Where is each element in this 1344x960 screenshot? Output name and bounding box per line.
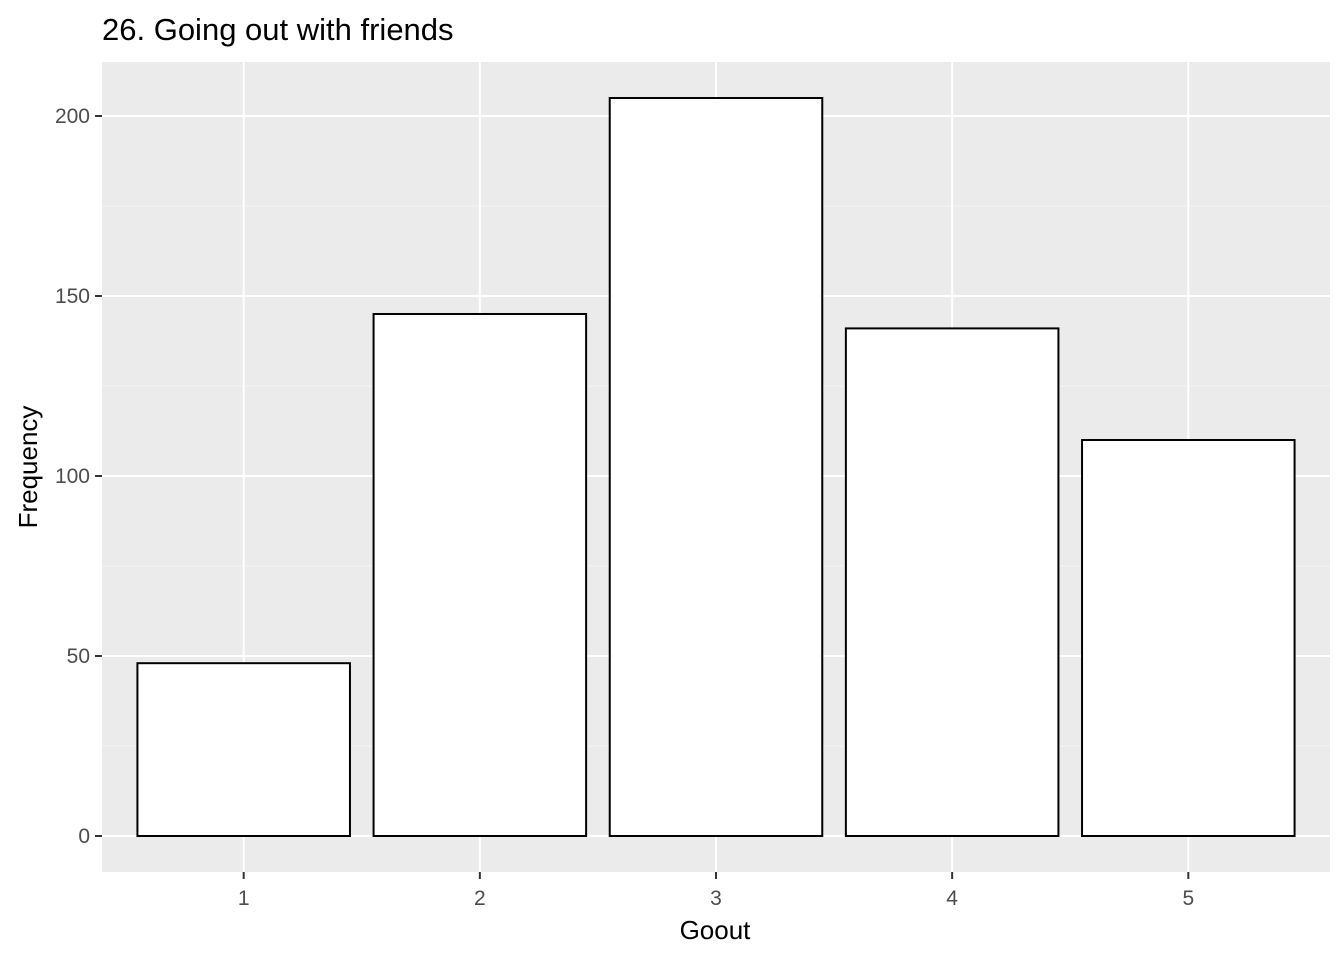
y-axis: 0 50 100 150 200 [55,105,102,848]
y-tick-label: 200 [55,105,90,128]
x-tick-label: 3 [710,887,722,910]
bars-group [136,97,1296,838]
x-tick-label: 5 [1182,887,1194,910]
bar-1 [136,662,351,838]
x-tick-label: 1 [238,887,250,910]
chart-title: 26. Going out with friends [102,12,454,47]
x-tick-label: 4 [946,887,958,910]
y-tick-label: 100 [55,465,90,488]
y-tick-label: 150 [55,285,90,308]
x-axis: 1 2 3 4 5 [238,872,1194,910]
y-tick-label: 0 [78,825,90,848]
x-tick-label: 2 [474,887,486,910]
bar-5 [1081,439,1296,837]
x-axis-title: Goout [680,915,752,945]
bar-4 [844,327,1060,837]
y-tick-label: 50 [67,645,90,668]
bar-2 [372,313,588,837]
bar-3 [608,97,824,837]
y-axis-title: Frequency [13,406,43,529]
